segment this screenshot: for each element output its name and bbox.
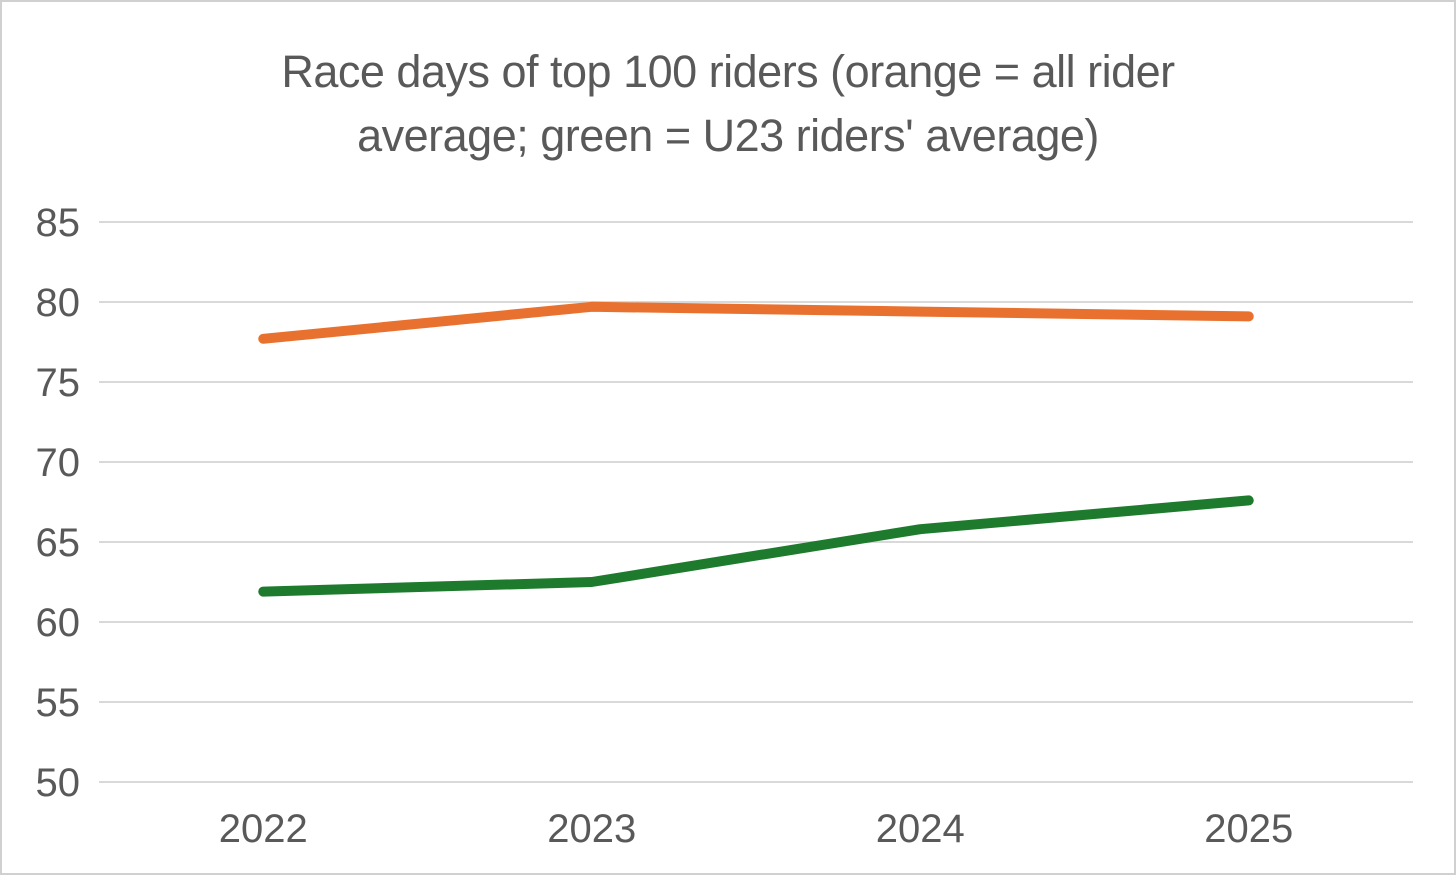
- x-axis-tick-label: 2024: [876, 807, 965, 851]
- chart-title-line-2: average; green = U23 riders' average): [357, 110, 1099, 161]
- series-line-u23-riders-average: [258, 495, 1254, 597]
- y-axis-tick-label: 50: [36, 761, 81, 805]
- y-axis-tick-label: 60: [36, 601, 81, 645]
- series-line-all-rider-average: [258, 301, 1254, 344]
- x-axis-tick-label: 2025: [1204, 807, 1293, 851]
- x-axis-tick-label: 2023: [547, 807, 636, 851]
- y-axis-tick-label: 75: [36, 361, 81, 405]
- chart-title: Race days of top 100 riders (orange = al…: [168, 40, 1288, 168]
- y-axis-tick-label: 55: [36, 681, 81, 725]
- y-axis-tick-label: 70: [36, 441, 81, 485]
- y-axis-tick-label: 85: [36, 201, 81, 245]
- x-axis-tick-label: 2022: [219, 807, 308, 851]
- y-axis-tick-label: 80: [36, 281, 81, 325]
- y-axis-tick-label: 65: [36, 521, 81, 565]
- chart-title-line-1: Race days of top 100 riders (orange = al…: [281, 46, 1175, 97]
